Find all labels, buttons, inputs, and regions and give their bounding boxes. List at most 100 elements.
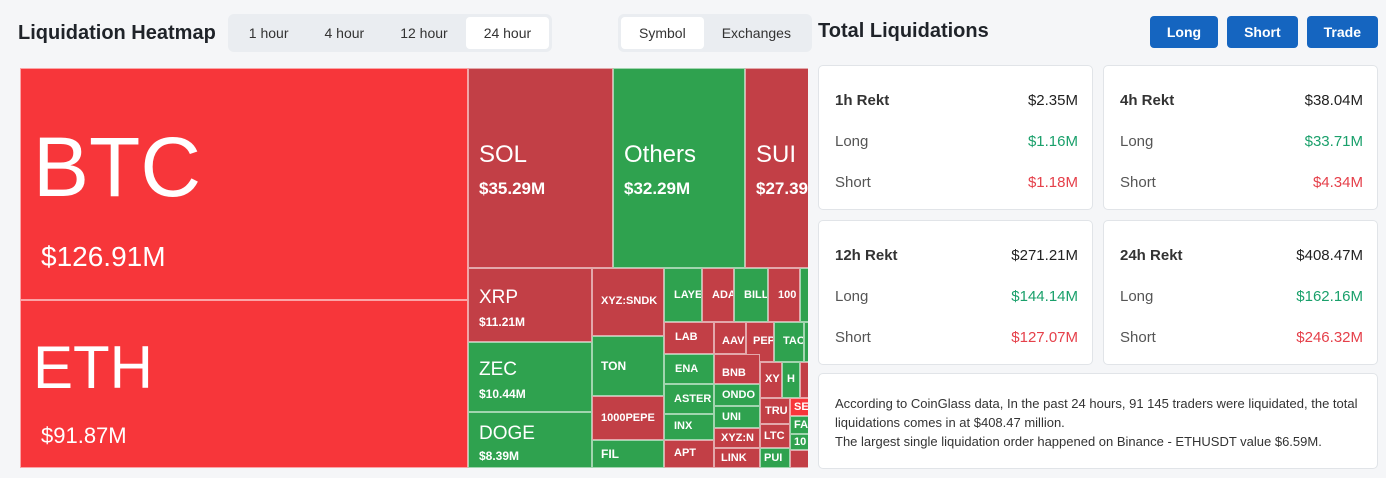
- heatmap-cell-fa[interactable]: FA: [790, 416, 808, 434]
- cell-name: ASTER: [674, 393, 712, 405]
- heatmap-cell-ltc[interactable]: LTC: [760, 424, 790, 448]
- cell-value: $11.21M: [479, 315, 526, 329]
- cell-value: $27.39M: [756, 179, 808, 198]
- long-value: $144.14M: [1011, 288, 1078, 305]
- cell-name: 10: [794, 436, 807, 448]
- trade-button[interactable]: Trade: [1306, 16, 1378, 48]
- action-buttons: Long Short Trade: [1149, 16, 1378, 48]
- heatmap-cell-eth[interactable]: ETH $91.87M: [20, 300, 468, 468]
- tab-exchanges[interactable]: Exchanges: [721, 25, 791, 41]
- tab-12-hour[interactable]: 12 hour: [400, 25, 448, 41]
- long-label: Long: [1120, 288, 1154, 305]
- card-1h-rekt: 1h Rekt $2.35M Long $1.16M Short $1.18M: [818, 65, 1093, 210]
- card-long-row: Long $1.16M: [835, 133, 1078, 150]
- cell-name: ENA: [675, 363, 699, 375]
- heatmap-cell-uni[interactable]: UNI: [714, 406, 760, 428]
- card-total: $38.04M: [1304, 92, 1363, 109]
- cell-name: H: [787, 373, 795, 385]
- card-total: $2.35M: [1027, 92, 1078, 109]
- heatmap-cell-pui[interactable]: PUI: [760, 448, 790, 468]
- heatmap-cell-xyz-n[interactable]: XYZ:N: [714, 428, 760, 448]
- cell-name: TAO: [783, 335, 804, 347]
- cell-name: ZEC: [479, 359, 517, 380]
- cell-name: SUI: [756, 141, 797, 168]
- card-short-row: Short $4.34M: [1120, 174, 1363, 191]
- card-long-row: Long $144.14M: [835, 288, 1078, 305]
- cell-name: DOGE: [479, 423, 535, 444]
- cell-name: ONDO: [722, 389, 755, 401]
- heatmap-cell-xyz-sndk[interactable]: XYZ:SNDK: [592, 268, 664, 336]
- heatmap-cell-xrp[interactable]: XRP $11.21M: [468, 268, 592, 342]
- heatmap-cell-sui[interactable]: SUI $27.39M: [745, 68, 808, 268]
- short-value: $4.34M: [1312, 174, 1363, 191]
- heatmap-cell-tru[interactable]: TRU: [760, 398, 790, 424]
- heatmap-header: Liquidation Heatmap 1 hour 4 hour 12 hou…: [18, 14, 553, 52]
- heatmap-title: Liquidation Heatmap: [18, 21, 216, 44]
- heatmap-cell-se[interactable]: SE: [790, 398, 808, 416]
- card-label: 12h Rekt: [835, 247, 898, 264]
- long-value: $1.16M: [1027, 133, 1078, 150]
- cell-name: 100: [778, 289, 797, 301]
- heatmap-cell-1000pepe[interactable]: 1000PEPE: [592, 396, 664, 440]
- cell-name: INX: [674, 420, 693, 432]
- heatmap-cell-ena[interactable]: ENA: [664, 354, 714, 384]
- heatmap-cell-filler-b[interactable]: [804, 322, 808, 362]
- heatmap-cell-ada[interactable]: ADA: [702, 268, 734, 322]
- heatmap-cell-doge[interactable]: DOGE $8.39M: [468, 412, 592, 468]
- card-long-row: Long $162.16M: [1120, 288, 1363, 305]
- heatmap-cell-ondo[interactable]: ONDO: [714, 384, 760, 406]
- cell-name: TON: [601, 359, 627, 373]
- heatmap-cell-sol[interactable]: SOL $35.29M: [468, 68, 613, 268]
- card-long-row: Long $33.71M: [1120, 133, 1363, 150]
- heatmap-cell-100[interactable]: 100: [768, 268, 800, 322]
- heatmap-cell-inx[interactable]: INX: [664, 414, 714, 440]
- cell-value: $32.29M: [624, 179, 691, 198]
- card-short-row: Short $246.32M: [1120, 329, 1363, 346]
- heatmap-cell-btc[interactable]: BTC $126.91M: [20, 68, 468, 300]
- heatmap-cell-link[interactable]: LINK: [714, 448, 760, 468]
- card-short-row: Short $127.07M: [835, 329, 1078, 346]
- heatmap-cell-aav[interactable]: AAV: [714, 322, 746, 354]
- cell-name: BILL: [744, 289, 768, 301]
- cell-name: APT: [674, 447, 696, 459]
- heatmap-cell-xy[interactable]: XY: [760, 362, 782, 398]
- cell-value: $10.44M: [479, 387, 526, 401]
- card-total: $271.21M: [1011, 247, 1078, 264]
- long-value: $162.16M: [1296, 288, 1363, 305]
- heatmap-cell-h[interactable]: H: [782, 362, 800, 398]
- heatmap-cell-filler-a[interactable]: [800, 268, 808, 322]
- cell-value: $91.87M: [41, 423, 127, 448]
- tab-4-hour[interactable]: 4 hour: [324, 25, 365, 41]
- cell-value: $35.29M: [479, 179, 546, 198]
- tab-symbol[interactable]: Symbol: [621, 17, 704, 49]
- heatmap-cell-bill[interactable]: BILL: [734, 268, 768, 322]
- heatmap-cell-bnb[interactable]: BNB: [714, 354, 760, 384]
- summary-text: According to CoinGlass data, In the past…: [835, 396, 1358, 430]
- heatmap-cell-laye[interactable]: LAYE: [664, 268, 702, 322]
- short-button[interactable]: Short: [1227, 16, 1298, 48]
- heatmap-cell-tao[interactable]: TAO: [774, 322, 804, 362]
- heatmap-cell-lab[interactable]: LAB: [664, 322, 714, 354]
- tab-1-hour[interactable]: 1 hour: [248, 25, 289, 41]
- short-label: Short: [835, 329, 871, 346]
- cell-name: Others: [624, 141, 697, 168]
- heatmap-cell-filler-d[interactable]: [790, 450, 808, 468]
- heatmap-cell-filler-c[interactable]: [800, 362, 808, 398]
- heatmap-cell-zec[interactable]: ZEC $10.44M: [468, 342, 592, 412]
- heatmap-cell-apt[interactable]: APT: [664, 440, 714, 468]
- cell-name: SOL: [479, 141, 528, 168]
- heatmap-cell-10[interactable]: 10: [790, 434, 808, 450]
- cell-name: BNB: [722, 367, 746, 379]
- cell-name: FIL: [601, 447, 619, 461]
- long-button[interactable]: Long: [1149, 16, 1219, 48]
- heatmap-cell-others[interactable]: Others $32.29M: [613, 68, 745, 268]
- cell-value: $8.39M: [479, 449, 520, 463]
- long-label: Long: [835, 288, 869, 305]
- summary-largest-order: The largest single liquidation order hap…: [835, 434, 1322, 449]
- heatmap-cell-fil[interactable]: FIL: [592, 440, 664, 468]
- cell-name: XRP: [479, 287, 519, 308]
- time-range-tabs: 1 hour 4 hour 12 hour 24 hour: [227, 14, 553, 52]
- heatmap-cell-aster[interactable]: ASTER: [664, 384, 714, 414]
- tab-24-hour[interactable]: 24 hour: [465, 17, 550, 49]
- heatmap-cell-ton[interactable]: TON: [592, 336, 664, 396]
